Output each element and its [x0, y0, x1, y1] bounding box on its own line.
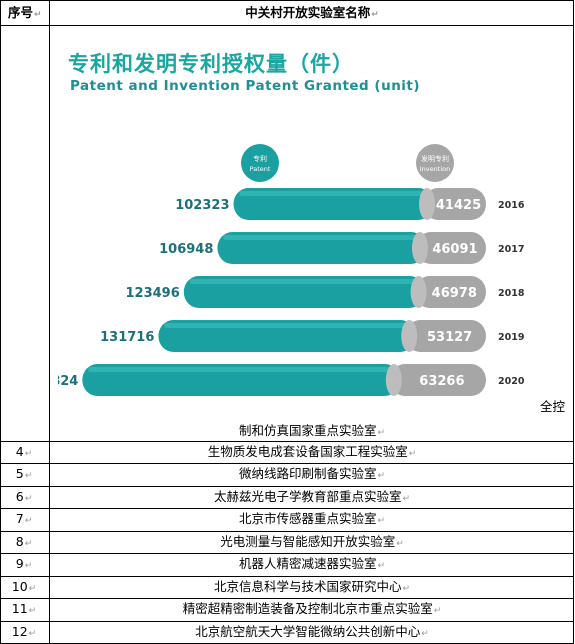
legend-patent-label: 专利 [253, 154, 267, 163]
invention-value-label: 46091 [432, 242, 477, 257]
header-number: 序号↵ [8, 5, 42, 20]
legend-patent-badge [241, 144, 279, 182]
legend-invention-label: 发明专利 [421, 154, 449, 163]
row-lab-name: 北京信息科学与技术国家研究中心↵ [213, 579, 411, 594]
row-number: 11↵ [11, 601, 37, 616]
row-number: 8↵ [15, 534, 33, 549]
row-lab-name: 生物质发电成套设备国家工程实验室↵ [207, 444, 417, 459]
patent-value-label: 131716 [100, 330, 154, 345]
patent-bar-highlight [164, 323, 410, 328]
patent-value-label: 123496 [125, 286, 179, 301]
header-lab-name: 中关村开放实验室名称↵ [245, 5, 379, 20]
invention-bar-cap [410, 276, 427, 308]
row-number: 6↵ [15, 489, 33, 504]
invention-value-label: 63266 [419, 374, 464, 389]
year-label: 2017 [498, 244, 524, 255]
overflow-text: 全控 [540, 399, 566, 414]
patent-value-label: 102323 [175, 198, 229, 213]
patent-bar-highlight [189, 279, 419, 284]
year-label: 2016 [498, 200, 525, 211]
patent-bar-highlight [239, 191, 428, 196]
legend-invention-label-en: Invention [420, 165, 450, 173]
invention-value-label: 41425 [436, 198, 481, 213]
invention-bar [423, 188, 486, 220]
invention-bar-cap [411, 232, 428, 264]
invention-bar [389, 364, 486, 396]
patent-bar-highlight [223, 235, 420, 240]
patent-chart-svg: 专利 Patent 发明专利 Invention 102323 41425 2016 1069… [58, 144, 525, 396]
legend-patent-label-en: Patent [250, 165, 271, 173]
row-lab-name: 北京航空航天大学智能微纳公共创新中心↵ [195, 624, 429, 639]
invention-bar-cap [401, 320, 418, 352]
row-lab-name: 太赫兹光电子学教育部重点实验室↵ [213, 489, 411, 504]
row-number: 10↵ [11, 579, 37, 594]
invention-bar [414, 276, 486, 308]
row-lab-name: 精密超精密制造装备及控制北京市重点实验室↵ [182, 601, 442, 616]
row-number: 12↵ [11, 624, 37, 639]
invention-value-label: 46978 [432, 286, 477, 301]
row-number: 7↵ [15, 511, 33, 526]
row-lab-name: 微纳线路印刷制备实验室↵ [238, 466, 386, 481]
row-number: 5↵ [15, 466, 33, 481]
continuation-name: 制和仿真国家重点实验室↵ [238, 423, 386, 438]
year-label: 2020 [498, 376, 525, 387]
year-label: 2019 [498, 332, 524, 343]
chart-title: 专利和发明专利授权量（件） [68, 52, 354, 76]
invention-bar-cap [419, 188, 436, 220]
row-lab-name: 机器人精密减速器实验室↵ [238, 556, 386, 571]
year-label: 2018 [498, 288, 525, 299]
patent-value-label: 162824 [58, 374, 78, 389]
row-lab-name: 北京市传感器重点实验室↵ [238, 511, 386, 526]
invention-bar [415, 232, 486, 264]
patent-bar-highlight [88, 367, 394, 372]
chart-subtitle: Patent and Invention Patent Granted (uni… [70, 78, 421, 94]
invention-value-label: 53127 [427, 330, 472, 345]
invention-bar-cap [385, 364, 402, 396]
row-number: 4↵ [15, 444, 33, 459]
row-number: 9↵ [15, 556, 33, 571]
invention-bar [405, 320, 486, 352]
legend-invention-badge [416, 144, 454, 182]
patent-value-label: 106948 [159, 242, 213, 257]
row-lab-name: 光电测量与智能感知开放实验室↵ [220, 534, 404, 549]
